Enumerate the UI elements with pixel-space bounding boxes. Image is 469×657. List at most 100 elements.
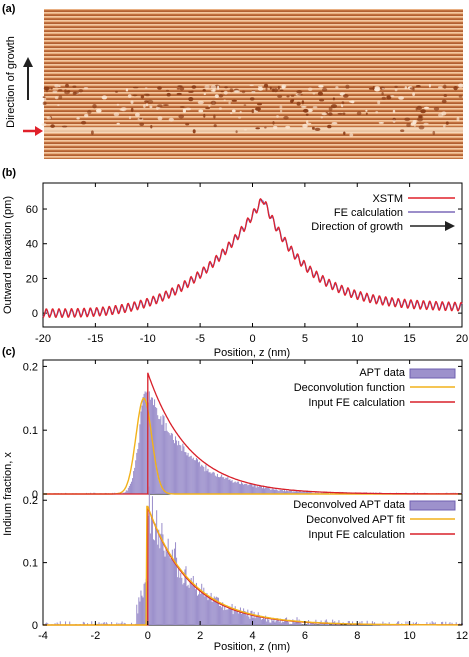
deconvolved-apt-data-bar [148,486,150,625]
deconvolved-apt-data-bar [359,621,361,625]
series-xstm-line [42,198,463,318]
deconvolved-apt-data-bar [275,620,277,625]
apt-data-bar [167,432,169,494]
deconvolved-apt-data-bar [397,621,399,625]
stm-defect [157,86,162,90]
deconvolved-apt-data-bar [321,623,323,625]
deconvolved-apt-data-bar [54,623,56,625]
apt-data-bar [162,414,164,494]
deconvolved-apt-data-bar [252,617,254,625]
deconvolved-apt-data-bar [189,579,191,625]
apt-data-bar [149,399,151,494]
stm-defect [228,101,231,105]
stm-defect [301,100,305,105]
deconvolved-apt-data-bar [163,550,165,625]
stm-defect [139,122,144,127]
deconvolved-apt-data-bar [164,556,166,625]
stm-defect [213,114,216,119]
panel-c-x-axis-label: Position, z (nm) [214,641,290,653]
deconvolved-apt-data-bar [223,610,225,625]
stm-defect [392,119,396,124]
deconvolved-apt-data-bar [224,605,226,625]
deconvolved-apt-data-bar [83,622,85,625]
stm-defect [290,94,295,97]
deconvolved-apt-data-bar [279,618,281,625]
b-x-tick-label: 10 [351,333,363,345]
stm-defect [412,92,415,96]
apt-data-bar [287,490,289,494]
stm-defect [50,124,55,128]
legend-xstm-label: XSTM [372,193,403,205]
c-x-tick-label: 10 [404,630,416,642]
deconvolved-apt-data-bar [185,566,187,625]
stm-defect [328,106,333,111]
apt-data-bar [293,491,295,494]
deconvolved-apt-data-bar [162,534,164,625]
apt-data-bar [254,485,256,494]
interface-marker-arrow-icon [23,126,43,136]
stm-defect [241,90,246,94]
stm-defect [163,104,169,106]
stm-defect [381,96,386,100]
stm-defect [343,131,346,135]
apt-data-bar [240,482,243,494]
deconvolved-apt-data-bar [216,597,218,625]
deconvolved-apt-data-bar [106,623,108,625]
stm-defect [318,85,324,88]
stm-interface-band [44,127,463,133]
deconvolved-apt-data-bar [118,623,120,625]
stm-defect [208,105,211,107]
deconvolved-apt-data-bar [432,622,434,625]
legend-direction-of-growth-label: Direction of growth [311,221,403,233]
deconvolved-apt-data-bar [265,615,267,625]
deconvolved-apt-data-bar [271,619,273,625]
deconvolved-apt-data-bar [361,621,363,625]
deconvolved-apt-data-bar [388,622,390,625]
apt-data-bar [289,489,291,494]
stm-defect [296,101,301,106]
apt-data-bar [184,452,186,494]
stm-defect [42,101,47,106]
stm-defect [177,85,183,87]
apt-data-bar [186,455,188,494]
deconvolved-apt-data-bar [87,623,89,625]
deconvolved-apt-data-bar [198,594,200,625]
stm-defect [176,88,180,90]
apt-data-bar [257,486,259,494]
apt-data-bar [317,491,319,494]
stm-defect [249,97,255,101]
stm-defect [76,117,80,120]
apt-data-bar [232,482,234,494]
deconvolved-apt-data-bar [212,601,214,625]
b-x-tick-label: -5 [195,333,205,345]
apt-data-bar [156,408,158,494]
deconvolved-apt-data-bar [250,610,252,625]
c-x-tick-label: 6 [302,630,308,642]
deconvolved-apt-data-bar [297,622,299,625]
deconvolved-apt-data-bar [186,586,188,625]
apt-data-bar [271,489,273,494]
b-x-tick-label: 15 [404,333,416,345]
deconvolved-apt-data-bar [47,623,49,625]
stm-defect [273,88,279,93]
apt-data-bar [251,483,253,494]
apt-data-bar [212,471,214,494]
deconvolved-apt-data-bar [261,618,263,625]
apt-data-bar [181,450,183,494]
apt-data-bar [223,477,225,494]
stm-defect [302,123,308,129]
deconvolved-apt-data-bar [161,523,163,625]
stm-defect [192,129,196,134]
apt-data-bar [315,491,317,494]
panel-b-x-axis-label: Position, z (nm) [214,347,290,359]
deconvolved-apt-data-bar [407,621,409,625]
deconvolved-apt-data-bar [166,551,168,625]
apt-data-bar [174,436,177,494]
stm-defect [214,94,219,98]
stm-defect [165,89,170,92]
stm-defect [277,94,283,98]
c-y-tick-label: 0.2 [23,361,38,373]
deconvolved-apt-data-bar [455,622,457,625]
deconvolved-apt-data-bar [191,585,193,625]
apt-data-bar [161,424,163,494]
